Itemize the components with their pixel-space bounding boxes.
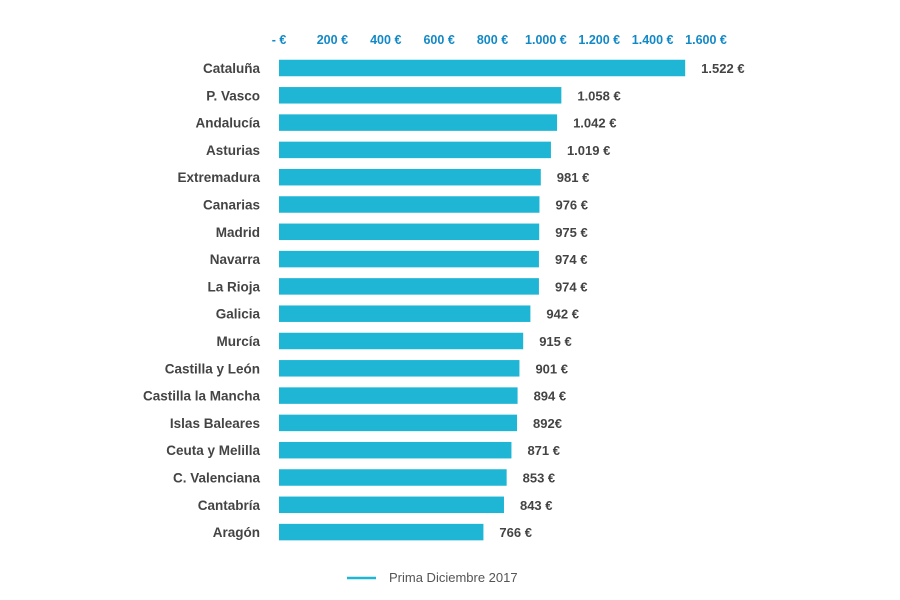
bar xyxy=(279,114,558,131)
bar xyxy=(279,223,540,241)
category-label: Ceuta y Melilla xyxy=(166,443,260,458)
category-label: Islas Baleares xyxy=(170,416,260,431)
bar xyxy=(279,305,531,322)
legend-label: Prima Diciembre 2017 xyxy=(389,570,518,585)
bar xyxy=(279,141,551,159)
bar xyxy=(279,387,518,404)
bar xyxy=(279,196,540,213)
value-label: 1.042 € xyxy=(573,116,616,131)
bar xyxy=(279,360,520,377)
category-label: Castilla y León xyxy=(165,361,260,376)
x-axis-ticks: - € 200 € 400 € 600 € 800 € 1.000 € 1.200 € 1.4… xyxy=(272,33,727,47)
value-label: 974 € xyxy=(555,252,588,267)
category-label: Madrid xyxy=(216,225,260,240)
x-tick-label: 1.000 € xyxy=(525,33,567,47)
bar xyxy=(279,168,541,186)
category-label: La Rioja xyxy=(207,279,260,294)
x-tick-label: 1.200 € xyxy=(578,33,620,47)
x-tick-label: - € xyxy=(272,33,287,47)
value-label: 853 € xyxy=(523,471,556,486)
value-label: 871 € xyxy=(527,443,560,458)
bar xyxy=(279,250,539,268)
category-label: Cantabría xyxy=(198,498,261,513)
category-label: Galicia xyxy=(216,307,261,322)
value-labels: 1.522 € 1.058 € 1.042 € 1.019 € 981 € 976 € 97… xyxy=(499,61,744,540)
bar xyxy=(279,441,512,459)
x-tick-label: 400 € xyxy=(370,33,401,47)
category-label: C. Valenciana xyxy=(173,471,261,486)
category-label: Castilla la Mancha xyxy=(143,389,261,404)
value-label: 901 € xyxy=(535,361,568,376)
bar xyxy=(279,496,504,514)
bar-series xyxy=(279,59,686,541)
category-label: Aragón xyxy=(213,525,260,540)
value-label: 1.019 € xyxy=(567,143,610,158)
category-label: Extremadura xyxy=(177,170,260,185)
value-label: 894 € xyxy=(534,389,567,404)
category-label: P. Vasco xyxy=(206,88,260,103)
bar xyxy=(279,414,518,432)
x-tick-label: 1.600 € xyxy=(685,33,727,47)
x-tick-label: 200 € xyxy=(317,33,348,47)
category-label: Murcía xyxy=(216,334,260,349)
bar xyxy=(279,278,539,295)
category-labels: Cataluña P. Vasco Andalucía Asturias Extrema… xyxy=(143,61,261,540)
category-label: Cataluña xyxy=(203,61,261,76)
value-label: 942 € xyxy=(546,307,579,322)
bar xyxy=(279,87,562,104)
x-tick-label: 600 € xyxy=(423,33,454,47)
value-label: 766 € xyxy=(499,525,532,540)
value-label: 915 € xyxy=(539,334,572,349)
value-label: 892€ xyxy=(533,416,562,431)
value-label: 1.522 € xyxy=(701,61,744,76)
value-label: 843 € xyxy=(520,498,553,513)
bar xyxy=(279,523,484,541)
value-label: 981 € xyxy=(557,170,590,185)
x-tick-label: 800 € xyxy=(477,33,508,47)
category-label: Andalucía xyxy=(195,116,260,131)
category-label: Asturias xyxy=(206,143,260,158)
bar xyxy=(279,59,686,77)
value-label: 975 € xyxy=(555,225,588,240)
bar xyxy=(279,332,524,350)
bar xyxy=(279,469,507,486)
x-tick-label: 1.400 € xyxy=(632,33,674,47)
value-label: 974 € xyxy=(555,279,588,294)
category-label: Navarra xyxy=(210,252,261,267)
value-label: 976 € xyxy=(555,198,588,213)
value-label: 1.058 € xyxy=(577,88,620,103)
legend: Prima Diciembre 2017 xyxy=(347,570,518,585)
category-label: Canarias xyxy=(203,198,260,213)
